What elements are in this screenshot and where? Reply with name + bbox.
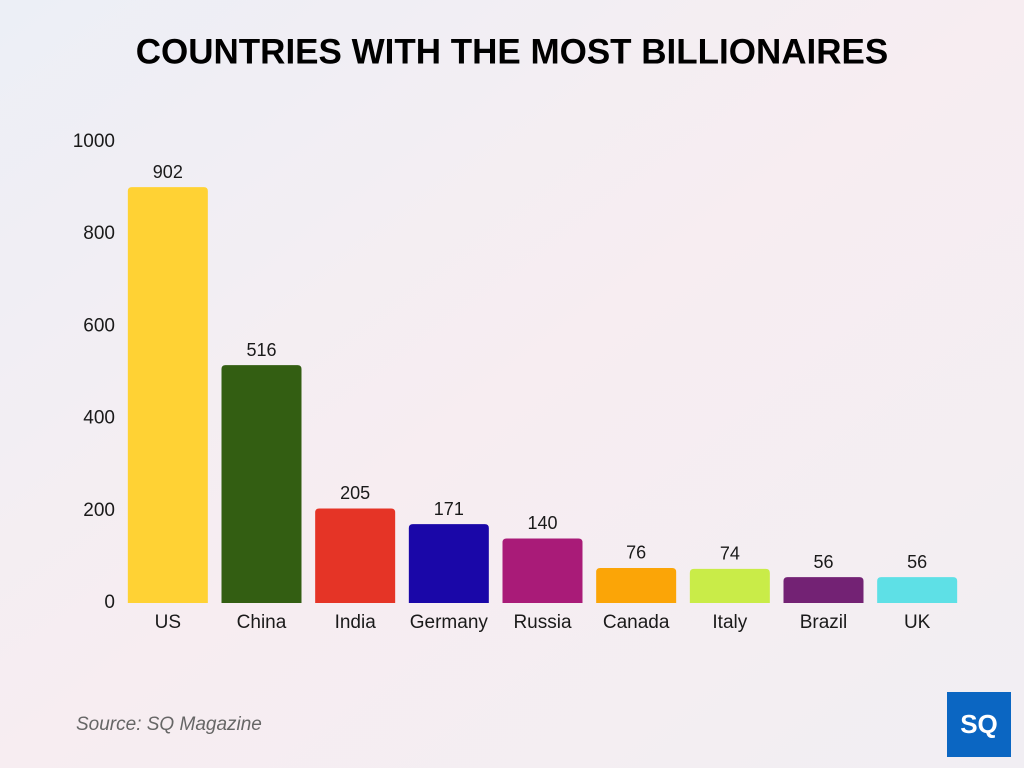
value-label: 56 bbox=[813, 552, 833, 572]
bar bbox=[502, 538, 583, 603]
bar bbox=[689, 568, 770, 603]
x-tick-label: China bbox=[237, 612, 287, 633]
y-tick-label: 600 bbox=[83, 315, 115, 336]
x-tick-label: Germany bbox=[410, 612, 489, 633]
value-label: 140 bbox=[527, 513, 557, 533]
bar bbox=[408, 524, 489, 603]
value-label: 902 bbox=[153, 162, 183, 182]
value-label: 205 bbox=[340, 483, 370, 503]
bar bbox=[221, 365, 302, 603]
x-tick-label: US bbox=[155, 612, 181, 633]
logo-box bbox=[947, 692, 1011, 757]
y-tick-label: 0 bbox=[104, 592, 115, 613]
x-tick-label: Canada bbox=[603, 612, 670, 633]
value-label: 74 bbox=[720, 544, 740, 564]
bar bbox=[315, 508, 396, 603]
x-tick-label: Brazil bbox=[800, 612, 848, 633]
y-tick-label: 200 bbox=[83, 500, 115, 521]
source: Source: SQ Magazine bbox=[76, 714, 262, 735]
value-label: 171 bbox=[434, 499, 464, 519]
chart-title: COUNTRIES WITH THE MOST BILLIONAIRES bbox=[136, 32, 888, 71]
bar bbox=[596, 567, 677, 603]
x-tick-label: Russia bbox=[513, 612, 572, 633]
value-label: 516 bbox=[246, 340, 276, 360]
value-label: 56 bbox=[907, 552, 927, 572]
y-tick-label: 400 bbox=[83, 408, 115, 429]
logo: SQ bbox=[960, 709, 998, 739]
y-tick-label: 800 bbox=[83, 223, 115, 244]
y-tick-label: 1000 bbox=[73, 131, 115, 152]
x-tick-label: UK bbox=[904, 612, 931, 633]
value-label: 76 bbox=[626, 543, 646, 563]
bar bbox=[127, 187, 208, 604]
x-tick-label: Italy bbox=[712, 612, 747, 633]
bar bbox=[783, 577, 864, 603]
bar bbox=[877, 577, 958, 603]
x-tick-label: India bbox=[335, 612, 377, 633]
